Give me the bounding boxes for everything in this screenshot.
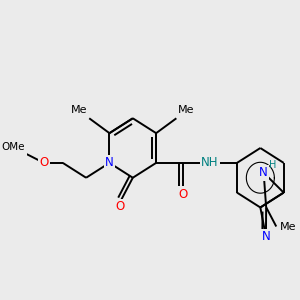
Text: H: H (269, 160, 276, 170)
Text: OMe: OMe (1, 142, 25, 152)
Text: O: O (39, 156, 49, 170)
Text: N: N (105, 156, 114, 170)
Text: N: N (262, 230, 270, 243)
Text: Me: Me (280, 221, 296, 232)
Text: Me: Me (178, 105, 195, 115)
Text: O: O (115, 200, 124, 213)
Text: O: O (178, 188, 188, 201)
Text: Me: Me (71, 105, 87, 115)
Text: N: N (259, 166, 268, 179)
Text: NH: NH (201, 156, 219, 170)
